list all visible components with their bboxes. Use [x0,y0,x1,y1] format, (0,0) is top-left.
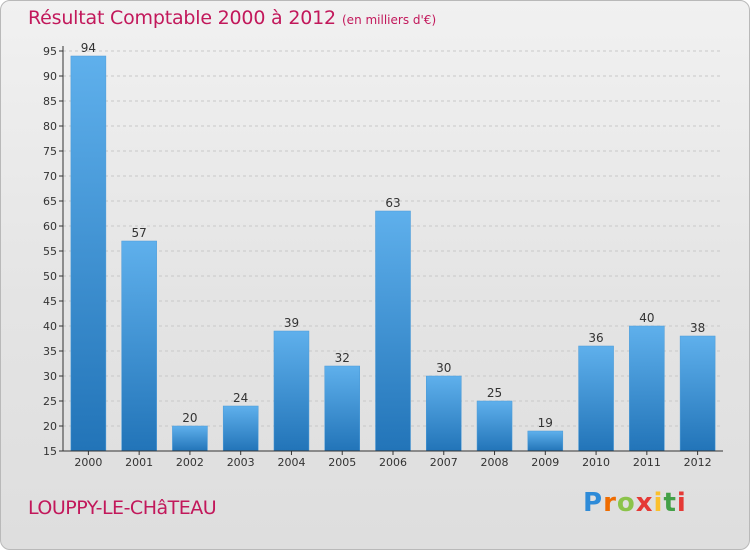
y-tick-label: 65 [43,195,57,208]
x-tick-label: 2011 [633,456,661,469]
value-label: 39 [284,316,299,330]
chart-title: Résultat Comptable 2000 à 2012 [28,7,336,29]
logo-letter: r [603,488,617,518]
value-label: 94 [81,41,96,55]
x-tick-label: 2010 [582,456,610,469]
bar-2001 [121,240,157,452]
logo-letter: i [653,488,664,518]
bar-layer [70,55,716,452]
value-label: 30 [436,361,451,375]
y-tick-label: 55 [43,245,57,258]
chart-subtitle: (en milliers d'€) [342,13,437,27]
x-tick-label: 2012 [684,456,712,469]
y-tick-label: 85 [43,95,57,108]
x-tick-label: 2001 [125,456,153,469]
axis-layer [59,46,723,455]
value-label: 63 [385,196,400,210]
value-label: 36 [588,331,603,345]
y-tick-label: 45 [43,295,57,308]
logo-letter: x [635,488,654,518]
bar-2005 [324,365,360,452]
bar-2009 [527,430,564,452]
y-tick-label: 70 [43,170,57,183]
bar-2003 [222,405,259,452]
x-tick-label: 2006 [379,456,407,469]
value-label: 24 [233,391,248,405]
bar-2008 [476,400,513,452]
x-tick-label: 2009 [531,456,559,469]
x-tick-label: 2008 [481,456,509,469]
bar-2007 [426,375,462,452]
bar-2000 [70,55,107,452]
value-label: 32 [335,351,350,365]
x-tick-label: 2004 [277,456,305,469]
value-label: 57 [132,226,147,240]
x-tick-label: 2003 [227,456,255,469]
y-tick-label: 15 [43,445,57,458]
y-tick-label: 50 [43,270,57,283]
bar-2002 [172,425,208,452]
x-tick-label: 2005 [328,456,356,469]
value-label: 40 [639,311,654,325]
logo-letter: t [663,488,677,518]
bar-2004 [273,330,310,452]
y-tick-label: 95 [43,45,57,58]
value-label: 20 [182,411,197,425]
y-tick-label: 90 [43,70,57,83]
value-label: 38 [690,321,705,335]
value-label: 19 [538,416,553,430]
bar-2011 [629,325,665,452]
y-tick-label: 40 [43,320,57,333]
y-tick-label: 25 [43,395,57,408]
y-tick-label: 75 [43,145,57,158]
logo-letter: i [676,488,687,518]
y-tick-label: 20 [43,420,57,433]
proxiti-logo: Proxiti [583,488,687,518]
x-tick-label: 2000 [74,456,102,469]
y-tick-label: 80 [43,120,57,133]
label-layer: 15 20 25 30 35 40 45 50 55 60 65 70 75 80 85 90 95 94 2000… [43,41,712,469]
logo-letter: P [583,488,604,518]
y-tick-label: 35 [43,345,57,358]
bar-2012 [679,335,716,452]
y-tick-label: 60 [43,220,57,233]
value-label: 25 [487,386,502,400]
y-tick-label: 30 [43,370,57,383]
x-tick-label: 2007 [430,456,458,469]
commune-name: LOUPPY-LE-CHâTEAU [28,497,217,519]
bar-2006 [375,210,411,452]
bar-2010 [578,345,614,452]
x-tick-label: 2002 [176,456,204,469]
logo-letter: o [616,488,636,518]
